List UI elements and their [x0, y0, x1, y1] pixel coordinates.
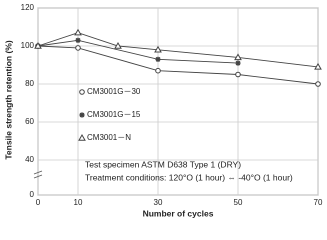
y-tick-label: 120 [21, 3, 35, 12]
x-tick-label: 30 [154, 198, 163, 207]
x-tick-label: 50 [234, 198, 243, 207]
y-tick-label: 0 [30, 190, 35, 199]
data-point [155, 56, 161, 62]
x-tick-label: 70 [314, 198, 323, 207]
data-point [234, 53, 242, 61]
data-point [235, 60, 241, 66]
data-point [315, 81, 321, 87]
annotation: Test specimen ASTM D638 Type 1 (DRY) [85, 159, 241, 169]
x-axis-label: Number of cycles [143, 208, 214, 218]
data-point [75, 45, 81, 51]
y-tick-label: 60 [25, 117, 34, 126]
data-point [314, 62, 322, 70]
legend-label: CM3001G－30 [87, 87, 141, 96]
legend-marker [79, 89, 85, 95]
annotation: Treatment conditions: 120°O (1 hour) ⇔ -… [85, 172, 293, 182]
y-tick-label: 40 [25, 155, 34, 164]
data-point [114, 41, 122, 49]
y-tick-label: 80 [25, 79, 34, 88]
data-point [75, 37, 81, 43]
legend-marker [79, 112, 85, 118]
series-line [37, 39, 239, 64]
y-axis-label: Tensile strength retention (%) [3, 40, 13, 159]
chart: Tensile strength retention (%) Number of… [3, 3, 323, 218]
series-line [37, 32, 319, 68]
legend-label: CM3001－N [87, 133, 131, 142]
axis-break [33, 170, 43, 179]
legend-marker [78, 133, 86, 141]
legend-label: CM3001G－15 [87, 110, 141, 119]
data-point [154, 45, 162, 53]
data-point [34, 41, 42, 49]
x-tick-label: 0 [36, 198, 41, 207]
data-point [74, 28, 82, 36]
data-point [235, 71, 241, 78]
y-tick-label: 100 [21, 41, 35, 50]
x-tick-label: 10 [74, 198, 83, 207]
data-point [155, 67, 161, 74]
